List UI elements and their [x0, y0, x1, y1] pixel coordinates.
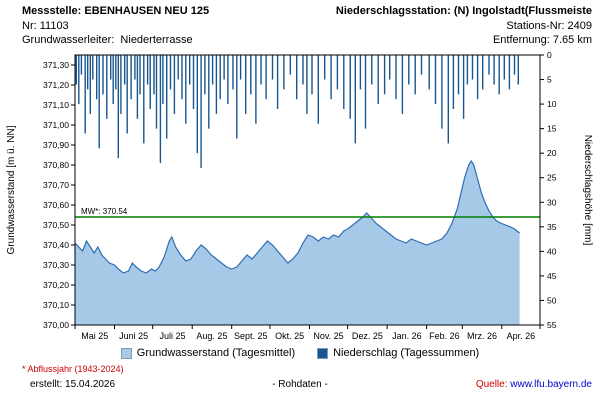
svg-text:371,00: 371,00 — [43, 120, 69, 130]
chart-legend: Grundwasserstand (Tagesmittel) Niedersch… — [0, 347, 600, 359]
gw-area — [75, 161, 520, 325]
stations-nr: Stations-Nr: 2409 — [506, 20, 592, 32]
svg-text:370,40: 370,40 — [43, 240, 69, 250]
svg-text:40: 40 — [547, 246, 557, 256]
svg-text:370,70: 370,70 — [43, 180, 69, 190]
quelle-label: Quelle: — [475, 379, 511, 390]
niederschlagsstation-title: Niederschlagsstation: (N) Ingolstadt(Flu… — [335, 5, 592, 17]
ns-legend-swatch — [317, 347, 329, 359]
svg-text:0: 0 — [547, 50, 552, 60]
x-month-label: Sept. 25 — [234, 331, 268, 341]
legend-item-grundwasserstand: Grundwasserstand (Tagesmittel) — [120, 347, 296, 359]
left-axis-title: Grundwasserstand [m ü. NN] — [6, 125, 17, 254]
x-month-label: Feb. 26 — [429, 331, 460, 341]
plot-frame — [74, 54, 541, 326]
gw-legend-label: Grundwasserstand (Tagesmittel) — [136, 347, 296, 359]
abflussjahr-footnote: * Abflussjahr (1943-2024) — [22, 364, 124, 374]
grundwasserleiter: Grundwasserleiter: Niederterrasse — [22, 34, 193, 46]
rohdaten-label: - Rohdaten - — [272, 379, 328, 390]
svg-text:370,10: 370,10 — [43, 300, 69, 310]
messstelle-title: Messstelle: EBENHAUSEN NEU 125 — [22, 5, 210, 17]
erstellt-date: erstellt: 15.04.2026 — [30, 379, 116, 390]
svg-text:15: 15 — [547, 124, 557, 134]
svg-text:371,30: 371,30 — [43, 60, 69, 70]
ns-legend-label: Niederschlag (Tagessummen) — [333, 347, 480, 359]
header-row-2: Nr: 11103 Stations-Nr: 2409 — [22, 20, 592, 33]
svg-text:370,80: 370,80 — [43, 160, 69, 170]
x-month-label: Mai 25 — [81, 331, 108, 341]
svg-text:45: 45 — [547, 271, 557, 281]
entfernung: Entfernung: 7.65 km — [492, 34, 592, 46]
svg-text:370,60: 370,60 — [43, 200, 69, 210]
legend-item-niederschlag: Niederschlag (Tagessummen) — [317, 347, 479, 359]
x-month-label: Mrz. 26 — [467, 331, 497, 341]
svg-text:5: 5 — [547, 75, 552, 85]
messstelle-nr: Nr: 11103 — [22, 20, 69, 32]
x-month-label: Apr. 26 — [507, 331, 536, 341]
header-row-1: Messstelle: EBENHAUSEN NEU 125 Niedersch… — [22, 5, 592, 18]
gw-legend-swatch — [120, 347, 132, 359]
svg-text:25: 25 — [547, 173, 557, 183]
svg-text:371,10: 371,10 — [43, 100, 69, 110]
precip-bars — [75, 55, 519, 168]
x-month-label: Okt. 25 — [275, 331, 304, 341]
x-month-label: Aug. 25 — [196, 331, 227, 341]
gw-line — [74, 159, 520, 274]
source-line: Quelle: www.lfu.bayern.de — [476, 379, 592, 390]
svg-text:370,90: 370,90 — [43, 140, 69, 150]
svg-text:370,50: 370,50 — [43, 220, 69, 230]
svg-text:30: 30 — [547, 197, 557, 207]
svg-text:370,30: 370,30 — [43, 260, 69, 270]
header-row-3: Grundwasserleiter: Niederterrasse Entfer… — [22, 34, 592, 47]
svg-text:35: 35 — [547, 222, 557, 232]
x-month-label: Nov. 25 — [313, 331, 343, 341]
x-month-label: Juli 25 — [159, 331, 185, 341]
svg-text:55: 55 — [547, 320, 557, 330]
x-month-label: Jan. 26 — [392, 331, 422, 341]
svg-text:370,20: 370,20 — [43, 280, 69, 290]
svg-text:10: 10 — [547, 99, 557, 109]
right-axis-title: Niederschlagshöhe [mm] — [582, 135, 593, 246]
svg-text:50: 50 — [547, 295, 557, 305]
svg-text:20: 20 — [547, 148, 557, 158]
x-month-label: Juni 25 — [119, 331, 148, 341]
quelle-link[interactable]: www.lfu.bayern.de — [510, 379, 592, 390]
svg-text:371,20: 371,20 — [43, 80, 69, 90]
x-month-label: Dez. 25 — [352, 331, 383, 341]
mw-label: MW*: 370.54 — [81, 207, 128, 216]
svg-text:370,00: 370,00 — [43, 320, 69, 330]
